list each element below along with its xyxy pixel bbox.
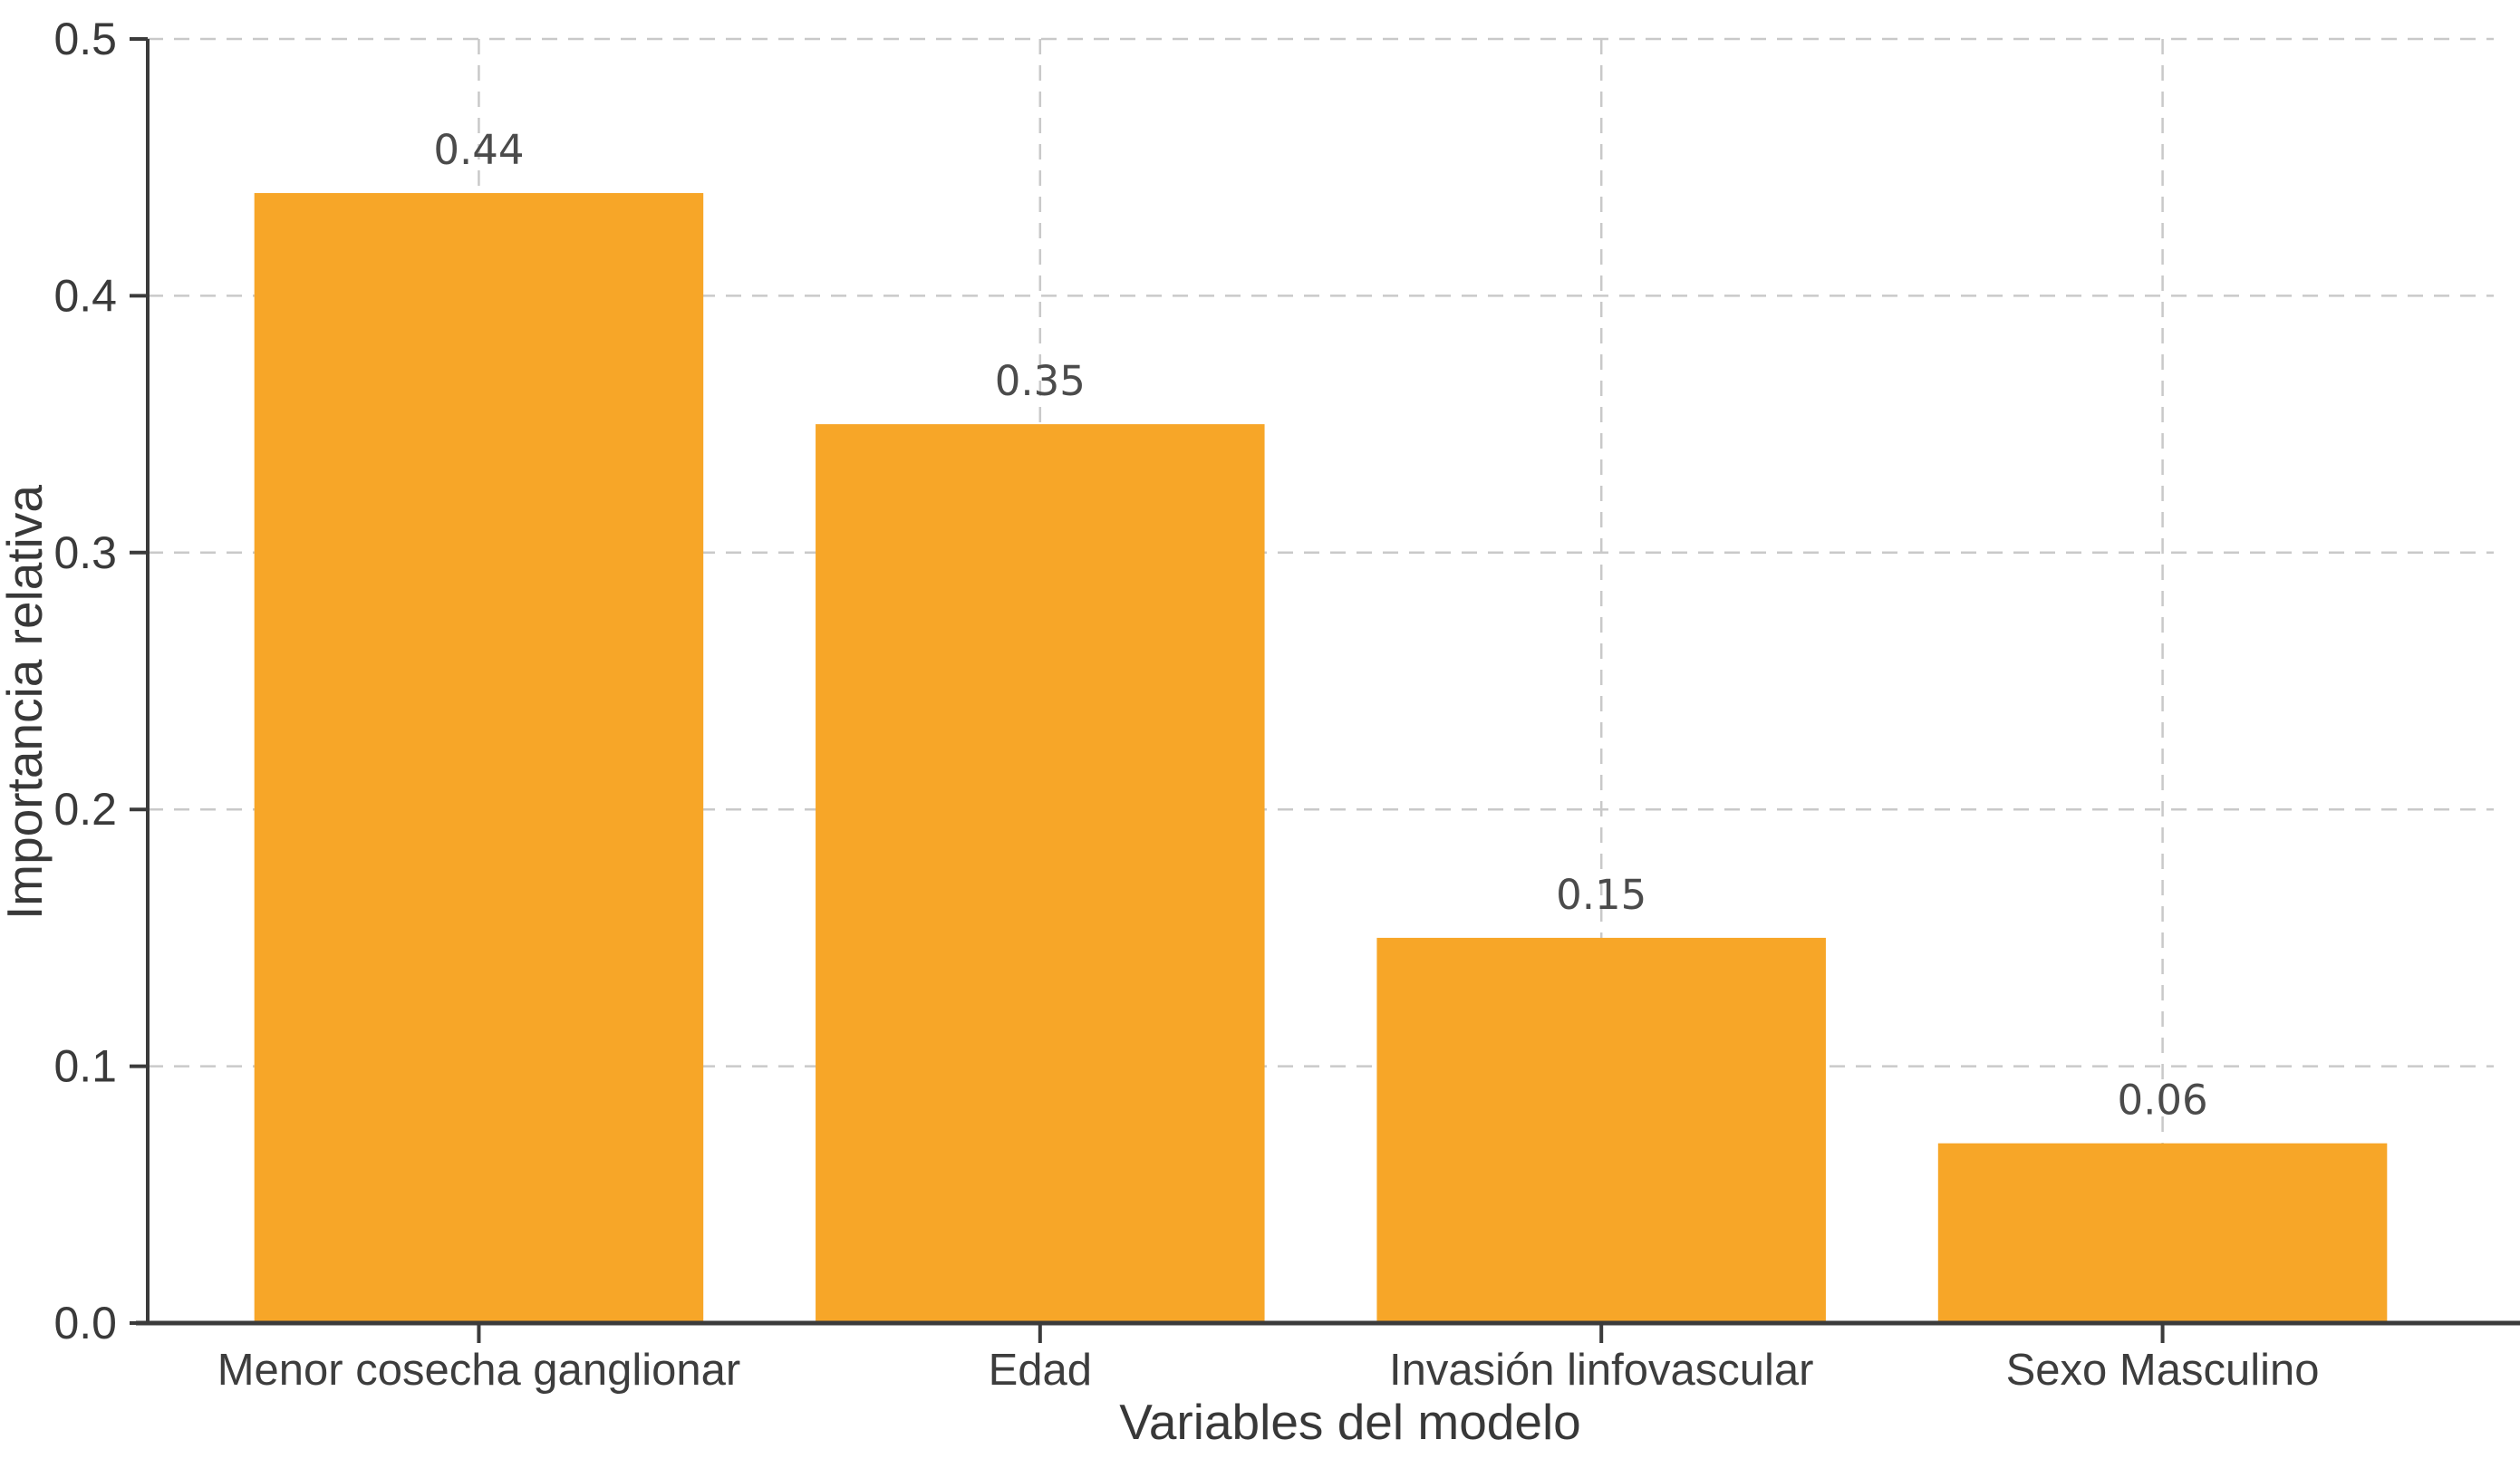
y-tick-label: 0.0 [53, 1298, 117, 1348]
y-tick-label: 0.2 [53, 784, 117, 835]
bar-value-label: 0.15 [1556, 871, 1646, 919]
bar [254, 193, 704, 1323]
bar [1376, 937, 1826, 1323]
bar [816, 424, 1265, 1324]
y-axis-title: Importancia relativa [0, 485, 53, 920]
y-tick-label: 0.4 [53, 270, 117, 321]
horizontal-gridlines [148, 37, 2494, 1068]
y-tick-label: 0.1 [53, 1041, 117, 1092]
x-tick-label: Edad [989, 1346, 1092, 1395]
y-tick-label: 0.3 [53, 527, 117, 578]
bar-value-labels: 0.44 0.35 0.15 0.06 [433, 126, 2207, 1125]
x-tick-label: Menor cosecha ganglionar [217, 1346, 740, 1395]
bar-value-label: 0.06 [2117, 1077, 2207, 1125]
bars-group [254, 193, 2388, 1324]
tick-marks [130, 37, 2165, 1343]
y-tick-label: 0.5 [53, 14, 117, 64]
x-tick-label: Sexo Masculino [2006, 1346, 2320, 1395]
category-labels: Menor cosecha ganglionar Edad Invasión lin… [217, 1346, 2320, 1395]
vertical-gridlines [478, 39, 2164, 1323]
y-tick-labels: 0.0 0.1 0.2 0.3 0.4 0.5 [53, 14, 117, 1348]
bar-value-label: 0.44 [433, 126, 524, 174]
bar [1937, 1143, 2388, 1323]
axis-spines [136, 39, 2520, 1326]
x-tick-label: Invasión linfovascular [1389, 1346, 1813, 1395]
x-axis-title: Variables del modelo [1119, 1394, 1581, 1450]
bar-value-label: 0.35 [995, 357, 1086, 405]
